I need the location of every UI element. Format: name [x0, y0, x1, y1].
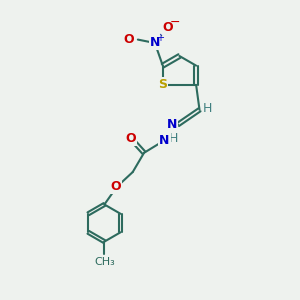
Text: O: O: [125, 132, 136, 145]
Text: N: N: [159, 134, 170, 147]
Text: O: O: [162, 21, 172, 34]
Text: H: H: [169, 132, 178, 145]
Text: O: O: [110, 180, 121, 193]
Text: +: +: [156, 33, 164, 43]
Text: CH₃: CH₃: [94, 257, 115, 267]
Text: −: −: [169, 16, 180, 29]
Text: H: H: [203, 102, 212, 115]
Text: S: S: [158, 78, 167, 92]
Text: N: N: [150, 37, 160, 50]
Text: N: N: [167, 118, 177, 131]
Text: O: O: [124, 33, 134, 46]
